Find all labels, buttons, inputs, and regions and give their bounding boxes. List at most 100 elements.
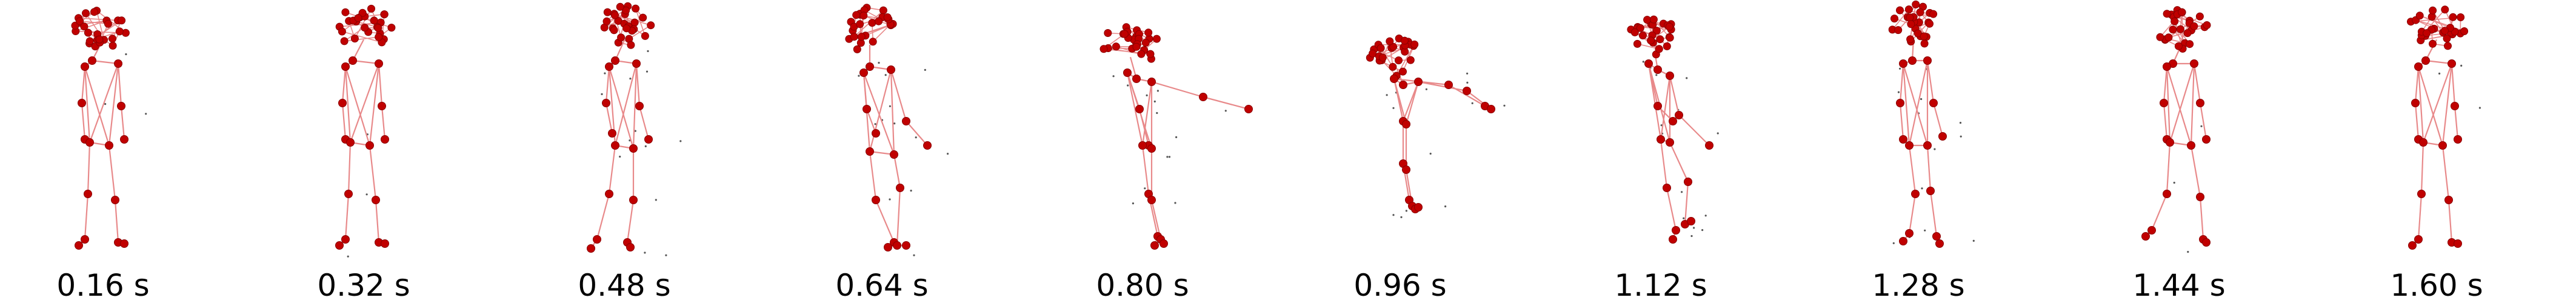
joint <box>2421 56 2430 65</box>
trace-dot <box>125 53 127 56</box>
head-link <box>344 36 379 42</box>
joint <box>1644 59 1653 68</box>
trace-dot <box>619 155 621 158</box>
trace-dot <box>601 93 603 95</box>
head-keypoint <box>1655 45 1663 53</box>
bone <box>605 102 613 134</box>
joint <box>1414 78 1423 86</box>
bone <box>1908 145 1917 195</box>
head-link <box>75 20 107 32</box>
skeleton-bones <box>1647 52 1710 240</box>
trace-dot <box>1660 124 1663 127</box>
head-keypoint <box>2203 21 2211 29</box>
trace-dot <box>1717 132 1719 135</box>
joint <box>1402 165 1410 174</box>
trace-dot <box>1693 227 1695 229</box>
skeleton-joints <box>2408 56 2462 250</box>
head-keypoint <box>1395 56 1403 65</box>
trace-dot <box>893 122 896 125</box>
joint <box>1390 75 1398 83</box>
head-keypoint <box>108 35 116 43</box>
skeleton-joints <box>1123 68 1253 250</box>
trace-dot <box>924 68 926 71</box>
joint <box>349 56 357 65</box>
joint <box>84 190 92 198</box>
bone <box>1418 81 1467 92</box>
joint <box>1672 226 1680 235</box>
skeleton-joints <box>859 62 932 251</box>
head-keypoint <box>358 8 367 17</box>
bone <box>2169 63 2195 143</box>
bone <box>608 145 616 195</box>
joint <box>341 62 350 71</box>
trace-dot <box>1921 187 1923 190</box>
joint <box>2419 138 2428 147</box>
head-keypoint <box>1636 24 1644 32</box>
joint <box>2438 141 2447 150</box>
joint <box>2414 235 2423 244</box>
bone <box>92 59 119 65</box>
bone <box>1932 102 1944 137</box>
joint <box>859 68 868 77</box>
head-link <box>635 8 646 36</box>
joint <box>1926 187 1935 195</box>
skeleton-bones <box>1126 56 1249 246</box>
joint <box>1938 132 1947 141</box>
head-keypoint <box>1894 26 1903 35</box>
joint <box>1135 105 1144 113</box>
skeleton-joints <box>335 56 389 250</box>
joint <box>1147 144 1156 153</box>
joint <box>629 196 638 204</box>
joint <box>1666 72 1674 80</box>
bone <box>1908 60 1929 146</box>
head-keypoint-cluster <box>1099 23 1161 63</box>
head-keypoint <box>1638 32 1647 39</box>
head-keypoint <box>641 32 649 40</box>
head-keypoint <box>82 9 90 18</box>
trace-dot <box>2187 251 2189 253</box>
trace-dot <box>915 136 917 139</box>
trace-dot <box>1405 210 1407 212</box>
bone <box>1899 63 1904 104</box>
pose-frame: 0.80 s <box>1096 23 1253 303</box>
bone <box>608 66 635 149</box>
bone <box>1684 181 1689 225</box>
joint <box>1935 239 1944 248</box>
time-label: 0.48 s <box>578 268 670 303</box>
joint <box>632 59 641 68</box>
joint <box>2187 141 2195 150</box>
head-keypoint <box>868 19 876 27</box>
head-keypoint-cluster <box>335 4 396 47</box>
skeleton-bones <box>863 45 928 248</box>
bone <box>2414 102 2420 140</box>
trace-dot <box>2460 64 2463 67</box>
head-keypoint <box>1137 50 1146 58</box>
head-keypoint <box>1920 32 1928 41</box>
joint <box>644 135 653 144</box>
joint <box>1923 141 1932 150</box>
head-keypoint <box>2186 40 2194 48</box>
trace-dot <box>889 105 891 107</box>
trace-dot <box>1175 136 1178 138</box>
joint <box>2163 190 2171 198</box>
bone <box>2417 66 2424 143</box>
trace-dot <box>1156 112 1158 115</box>
joint <box>2417 190 2426 198</box>
bone <box>1203 96 1249 110</box>
trace-dot <box>644 251 646 254</box>
bone <box>349 63 380 143</box>
bone <box>1669 75 1680 116</box>
joint <box>923 141 932 150</box>
joint <box>1684 178 1692 186</box>
head-keypoint <box>1652 27 1661 35</box>
trace-dot <box>365 193 368 196</box>
trace-dot <box>1920 98 1923 101</box>
head-link <box>1108 47 1132 49</box>
head-keypoint <box>647 21 655 30</box>
joint <box>1653 102 1662 110</box>
joint <box>2408 241 2417 250</box>
trace-dot <box>1959 122 1962 124</box>
bone <box>2414 66 2420 104</box>
joint <box>114 59 122 68</box>
joint <box>602 99 610 107</box>
